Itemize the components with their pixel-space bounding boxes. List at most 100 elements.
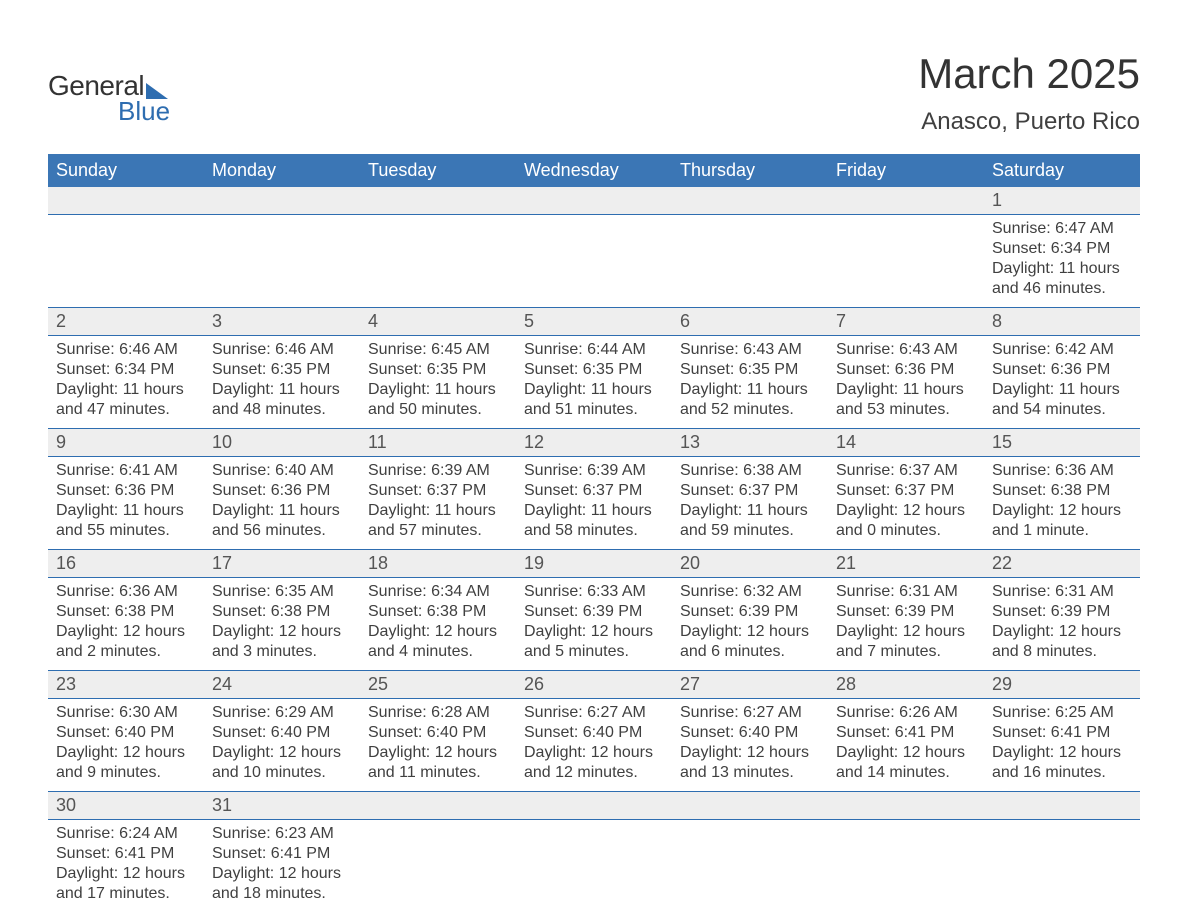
calendar-detail-row: Sunrise: 6:36 AMSunset: 6:38 PMDaylight:… [48, 578, 1140, 670]
day-header: Wednesday [516, 154, 672, 187]
sunrise-text: Sunrise: 6:33 AM [524, 582, 664, 602]
daylight-text: Daylight: 12 hours and 18 minutes. [212, 864, 352, 904]
day-number: 9 [48, 429, 204, 456]
calendar-daynum-row: 16171819202122 [48, 549, 1140, 578]
sunrise-text: Sunrise: 6:46 AM [56, 340, 196, 360]
daylight-text: Daylight: 11 hours and 53 minutes. [836, 380, 976, 420]
sunrise-text: Sunrise: 6:29 AM [212, 703, 352, 723]
sunrise-text: Sunrise: 6:27 AM [680, 703, 820, 723]
sunset-text: Sunset: 6:40 PM [212, 723, 352, 743]
sunrise-text: Sunrise: 6:31 AM [992, 582, 1132, 602]
calendar: Sunday Monday Tuesday Wednesday Thursday… [48, 154, 1140, 912]
daylight-text: Daylight: 12 hours and 4 minutes. [368, 622, 508, 662]
calendar-header-row: Sunday Monday Tuesday Wednesday Thursday… [48, 154, 1140, 187]
day-header: Thursday [672, 154, 828, 187]
day-header: Monday [204, 154, 360, 187]
daylight-text: Daylight: 11 hours and 50 minutes. [368, 380, 508, 420]
sunset-text: Sunset: 6:38 PM [368, 602, 508, 622]
day-detail [516, 820, 672, 912]
day-detail: Sunrise: 6:28 AMSunset: 6:40 PMDaylight:… [360, 699, 516, 791]
day-number: 8 [984, 308, 1140, 335]
sunset-text: Sunset: 6:35 PM [524, 360, 664, 380]
day-detail: Sunrise: 6:38 AMSunset: 6:37 PMDaylight:… [672, 457, 828, 549]
sunrise-text: Sunrise: 6:31 AM [836, 582, 976, 602]
day-detail [204, 215, 360, 307]
sunset-text: Sunset: 6:36 PM [56, 481, 196, 501]
sunset-text: Sunset: 6:38 PM [992, 481, 1132, 501]
sunset-text: Sunset: 6:40 PM [524, 723, 664, 743]
day-number [828, 792, 984, 819]
day-number: 28 [828, 671, 984, 698]
sunset-text: Sunset: 6:35 PM [680, 360, 820, 380]
day-detail [516, 215, 672, 307]
sunrise-text: Sunrise: 6:40 AM [212, 461, 352, 481]
day-detail [360, 215, 516, 307]
calendar-detail-row: Sunrise: 6:30 AMSunset: 6:40 PMDaylight:… [48, 699, 1140, 791]
calendar-detail-row: Sunrise: 6:24 AMSunset: 6:41 PMDaylight:… [48, 820, 1140, 912]
daylight-text: Daylight: 12 hours and 6 minutes. [680, 622, 820, 662]
calendar-daynum-row: 3031 [48, 791, 1140, 820]
daylight-text: Daylight: 11 hours and 56 minutes. [212, 501, 352, 541]
day-number [360, 792, 516, 819]
sunset-text: Sunset: 6:41 PM [836, 723, 976, 743]
day-number: 26 [516, 671, 672, 698]
page-header: General Blue March 2025 Anasco, Puerto R… [48, 50, 1140, 136]
day-detail: Sunrise: 6:32 AMSunset: 6:39 PMDaylight:… [672, 578, 828, 670]
sunrise-text: Sunrise: 6:39 AM [524, 461, 664, 481]
sunset-text: Sunset: 6:37 PM [524, 481, 664, 501]
day-number: 14 [828, 429, 984, 456]
day-detail: Sunrise: 6:26 AMSunset: 6:41 PMDaylight:… [828, 699, 984, 791]
sunset-text: Sunset: 6:36 PM [992, 360, 1132, 380]
day-detail [672, 820, 828, 912]
day-header: Sunday [48, 154, 204, 187]
day-number: 21 [828, 550, 984, 577]
location-label: Anasco, Puerto Rico [918, 108, 1140, 136]
daylight-text: Daylight: 11 hours and 59 minutes. [680, 501, 820, 541]
daylight-text: Daylight: 12 hours and 13 minutes. [680, 743, 820, 783]
calendar-daynum-row: 1 [48, 187, 1140, 215]
day-detail: Sunrise: 6:39 AMSunset: 6:37 PMDaylight:… [360, 457, 516, 549]
sunrise-text: Sunrise: 6:30 AM [56, 703, 196, 723]
sunset-text: Sunset: 6:41 PM [992, 723, 1132, 743]
day-header: Friday [828, 154, 984, 187]
daylight-text: Daylight: 12 hours and 10 minutes. [212, 743, 352, 783]
sunset-text: Sunset: 6:34 PM [56, 360, 196, 380]
day-detail [828, 820, 984, 912]
calendar-daynum-row: 9101112131415 [48, 428, 1140, 457]
day-number: 13 [672, 429, 828, 456]
sunset-text: Sunset: 6:37 PM [680, 481, 820, 501]
day-number: 19 [516, 550, 672, 577]
day-number: 24 [204, 671, 360, 698]
day-detail: Sunrise: 6:39 AMSunset: 6:37 PMDaylight:… [516, 457, 672, 549]
day-number: 12 [516, 429, 672, 456]
sunset-text: Sunset: 6:39 PM [524, 602, 664, 622]
day-detail: Sunrise: 6:23 AMSunset: 6:41 PMDaylight:… [204, 820, 360, 912]
sunrise-text: Sunrise: 6:39 AM [368, 461, 508, 481]
sunrise-text: Sunrise: 6:26 AM [836, 703, 976, 723]
day-detail [984, 820, 1140, 912]
sunset-text: Sunset: 6:40 PM [368, 723, 508, 743]
day-number [48, 187, 204, 214]
sunset-text: Sunset: 6:39 PM [680, 602, 820, 622]
day-detail: Sunrise: 6:29 AMSunset: 6:40 PMDaylight:… [204, 699, 360, 791]
sunrise-text: Sunrise: 6:38 AM [680, 461, 820, 481]
day-number: 1 [984, 187, 1140, 214]
sunset-text: Sunset: 6:36 PM [836, 360, 976, 380]
sunrise-text: Sunrise: 6:25 AM [992, 703, 1132, 723]
sunrise-text: Sunrise: 6:43 AM [836, 340, 976, 360]
sunrise-text: Sunrise: 6:36 AM [56, 582, 196, 602]
calendar-body: 1 Sunrise: 6:47 AM Sunset: 6:34 PM Daylight… [48, 187, 1140, 912]
daylight-text: Daylight: 12 hours and 12 minutes. [524, 743, 664, 783]
daylight-text: Daylight: 12 hours and 11 minutes. [368, 743, 508, 783]
day-number: 11 [360, 429, 516, 456]
sunset-text: Sunset: 6:36 PM [212, 481, 352, 501]
sunrise-text: Sunrise: 6:47 AM [992, 219, 1132, 239]
calendar-detail-row: Sunrise: 6:46 AMSunset: 6:34 PM Daylight:… [48, 336, 1140, 428]
daylight-text: Daylight: 12 hours and 1 minute. [992, 501, 1132, 541]
day-detail: Sunrise: 6:25 AMSunset: 6:41 PMDaylight:… [984, 699, 1140, 791]
sunrise-text: Sunrise: 6:45 AM [368, 340, 508, 360]
daylight-text: Daylight: 11 hours and 52 minutes. [680, 380, 820, 420]
day-number: 25 [360, 671, 516, 698]
day-detail: Sunrise: 6:42 AMSunset: 6:36 PMDaylight:… [984, 336, 1140, 428]
day-detail: Sunrise: 6:30 AMSunset: 6:40 PMDaylight:… [48, 699, 204, 791]
